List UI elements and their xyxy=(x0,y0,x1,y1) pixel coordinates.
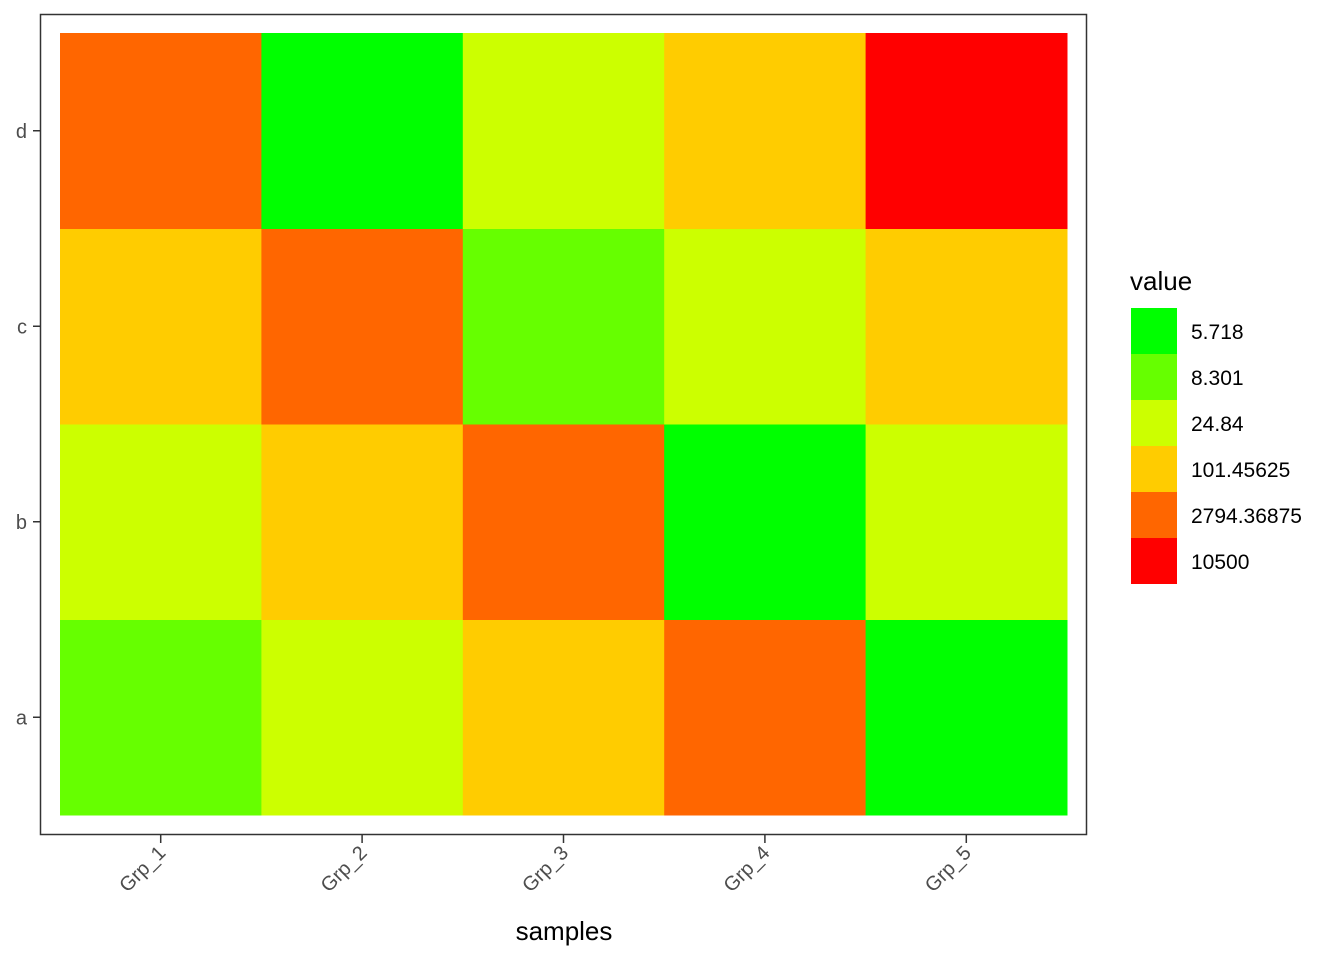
heatmap-cell-Grp_5-b xyxy=(865,424,1068,620)
heatmap-cell-Grp_4-d xyxy=(664,33,867,229)
legend-swatch-4 xyxy=(1131,492,1177,538)
heatmap-cell-Grp_2-d xyxy=(261,33,464,229)
y-tick-label-c: c xyxy=(17,316,27,338)
heatmap-cell-Grp_4-b xyxy=(664,424,867,620)
heatmap-cell-Grp_3-c xyxy=(462,228,665,425)
legend-label-1: 8.301 xyxy=(1191,367,1244,390)
heatmap-cell-Grp_4-a xyxy=(664,619,867,816)
heatmap-cell-Grp_2-b xyxy=(261,424,464,620)
x-tick-label-Grp_4: Grp_4 xyxy=(720,842,775,897)
heatmap-cell-Grp_4-c xyxy=(664,228,867,425)
legend-swatch-0 xyxy=(1131,308,1177,354)
y-tick-label-d: d xyxy=(16,121,27,143)
legend-label-4: 2794.36875 xyxy=(1191,505,1302,528)
x-tick-label-Grp_5: Grp_5 xyxy=(921,842,976,897)
legend-swatch-1 xyxy=(1131,354,1177,400)
heatmap-cell-Grp_1-a xyxy=(60,619,262,816)
legend-label-3: 101.45625 xyxy=(1191,459,1290,482)
legend-swatch-5 xyxy=(1131,538,1177,584)
heatmap-cell-Grp_1-b xyxy=(60,424,262,620)
x-tick-label-Grp_1: Grp_1 xyxy=(115,842,170,897)
x-axis: Grp_1 Grp_2 Grp_3 Grp_4 Grp_5 xyxy=(115,835,976,897)
heatmap-cell-Grp_3-a xyxy=(462,619,665,816)
heatmap-cell-Grp_1-c xyxy=(60,228,262,425)
legend: value 5.718 8.301 24.84 101.45625 2794.36875… xyxy=(1130,266,1302,584)
legend-swatch-3 xyxy=(1131,446,1177,492)
legend-swatch-2 xyxy=(1131,400,1177,446)
heatmap-cell-Grp_5-d xyxy=(865,33,1068,229)
heatmap-cells xyxy=(60,33,1068,816)
heatmap-cell-Grp_5-c xyxy=(865,228,1068,425)
legend-title: value xyxy=(1130,266,1192,296)
heatmap-cell-Grp_2-a xyxy=(261,619,464,816)
heatmap-cell-Grp_5-a xyxy=(865,619,1068,816)
legend-label-5: 10500 xyxy=(1191,551,1249,574)
y-axis: a b c d xyxy=(16,121,40,729)
y-tick-label-a: a xyxy=(16,707,28,729)
heatmap-cell-Grp_3-b xyxy=(462,424,665,620)
heatmap-cell-Grp_1-d xyxy=(60,33,262,229)
x-tick-label-Grp_2: Grp_2 xyxy=(317,842,372,897)
heatmap-cell-Grp_2-c xyxy=(261,228,464,425)
x-axis-title: samples xyxy=(516,916,613,946)
legend-label-0: 5.718 xyxy=(1191,321,1244,344)
y-tick-label-b: b xyxy=(16,512,27,534)
legend-label-2: 24.84 xyxy=(1191,413,1244,436)
x-tick-label-Grp_3: Grp_3 xyxy=(518,842,573,897)
heatmap-cell-Grp_3-d xyxy=(462,33,665,229)
